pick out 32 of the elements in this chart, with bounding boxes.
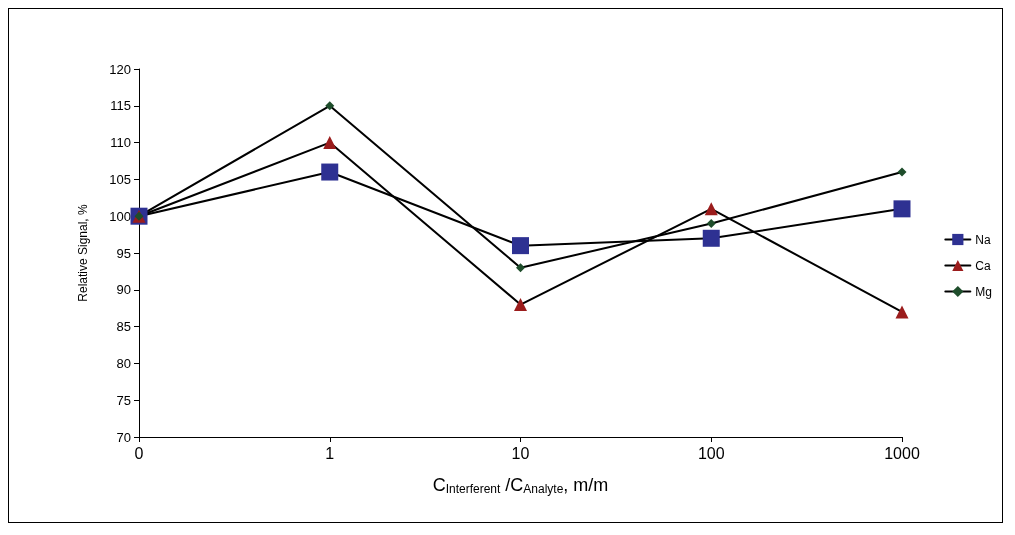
y-tick-label: 120 — [109, 61, 131, 77]
point — [514, 298, 527, 312]
y-tick-label: 85 — [116, 319, 131, 335]
point — [893, 200, 911, 218]
point — [704, 202, 718, 216]
y-tick-label: 115 — [110, 98, 131, 114]
point — [702, 229, 720, 247]
x-tick-label: 0 — [134, 444, 144, 462]
x-tick-label: 10 — [511, 444, 530, 462]
y-axis-title: Relative Signal, % — [76, 203, 90, 302]
y-tick-label: 90 — [116, 282, 131, 298]
point — [321, 163, 339, 181]
legend-label: Ca — [975, 258, 991, 273]
point — [895, 305, 909, 319]
legend-label: Na — [975, 232, 991, 247]
x-tick-label: 1000 — [884, 444, 920, 462]
y-tick-label: 80 — [116, 355, 131, 371]
legend-label: Mg — [975, 284, 992, 299]
point — [512, 237, 529, 255]
point — [323, 136, 337, 150]
y-tick-label: 100 — [109, 208, 131, 224]
point — [516, 263, 525, 273]
point — [325, 101, 335, 111]
point — [706, 219, 716, 229]
y-tick-label: 95 — [116, 245, 131, 261]
y-tick-label: 110 — [110, 135, 131, 151]
point — [897, 167, 907, 177]
y-tick-label: 70 — [116, 429, 131, 445]
y-tick-label: 75 — [116, 392, 131, 408]
y-tick-label: 105 — [109, 171, 131, 187]
x-tick-label: 1 — [325, 444, 335, 462]
x-tick-label: 100 — [697, 444, 725, 462]
